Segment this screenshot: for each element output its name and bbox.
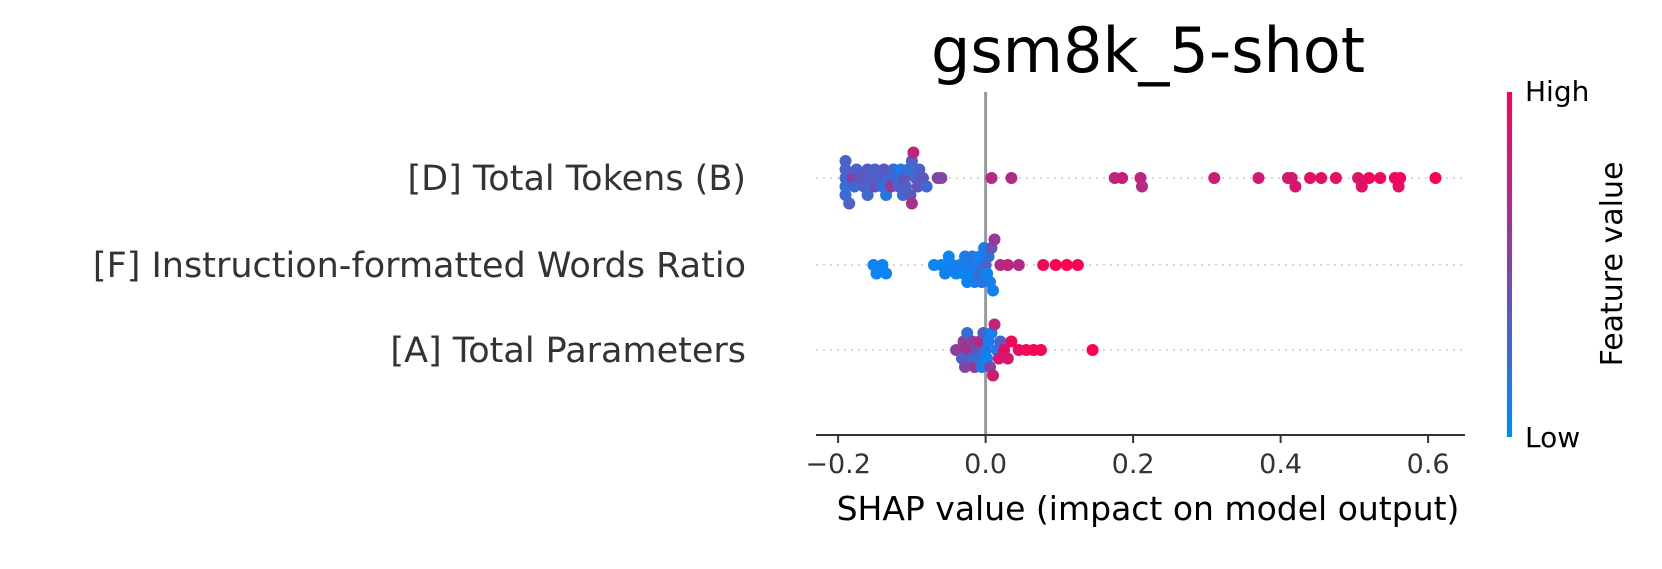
x-tick-label: 0.4	[1259, 449, 1302, 480]
data-point	[1329, 172, 1342, 184]
chart-title: gsm8k_5-shot	[931, 14, 1365, 87]
data-point	[839, 163, 852, 176]
data-point	[1429, 172, 1442, 184]
data-point	[959, 361, 971, 373]
data-point	[988, 318, 1001, 331]
data-point	[848, 180, 861, 193]
data-point	[870, 267, 883, 280]
colorbar: High Low Feature value	[1507, 75, 1630, 454]
data-point	[1208, 172, 1221, 184]
data-point	[1304, 172, 1317, 184]
data-point	[1001, 259, 1014, 271]
data-point	[1001, 352, 1014, 365]
x-tick-label: 0.0	[964, 449, 1007, 480]
data-point	[939, 267, 952, 280]
data-point	[1289, 180, 1302, 193]
data-point	[1071, 259, 1084, 271]
data-point	[1252, 172, 1265, 184]
data-point	[1037, 259, 1050, 271]
colorbar-gradient	[1507, 92, 1512, 437]
data-point	[1116, 172, 1129, 184]
data-point	[1136, 180, 1148, 193]
data-point	[839, 155, 852, 167]
data-point	[1034, 344, 1047, 356]
data-point	[877, 163, 890, 176]
data-point	[1363, 172, 1376, 184]
data-point	[988, 233, 1001, 246]
data-point	[985, 172, 998, 184]
data-point	[880, 267, 893, 280]
data-point	[907, 146, 920, 159]
feature-label: [A] Total Parameters	[390, 331, 746, 371]
data-point	[1086, 344, 1099, 356]
data-point	[1012, 259, 1025, 271]
feature-rows: [D] Total Tokens (B) [F] Instruction-form…	[93, 159, 1465, 371]
data-point	[843, 197, 856, 210]
data-point	[1394, 172, 1407, 184]
colorbar-title: Feature value	[1595, 162, 1630, 367]
data-point	[1005, 172, 1018, 184]
data-point	[1355, 180, 1368, 193]
x-axis-label: SHAP value (impact on model output)	[837, 489, 1460, 528]
feature-label: [D] Total Tokens (B)	[407, 159, 746, 199]
data-points	[839, 146, 1442, 382]
x-tick-label: 0.2	[1112, 449, 1155, 480]
data-point	[839, 180, 852, 193]
data-point	[1060, 259, 1073, 271]
data-point	[920, 180, 933, 193]
x-tick-label: −0.2	[805, 449, 871, 480]
data-point	[905, 197, 918, 210]
data-point	[987, 369, 999, 382]
data-point	[1315, 172, 1328, 184]
feature-label: [F] Instruction-formatted Words Ratio	[93, 246, 746, 286]
data-point	[1005, 335, 1018, 348]
data-point	[935, 172, 948, 184]
colorbar-high-label: High	[1525, 75, 1589, 108]
data-point	[861, 189, 874, 201]
data-point	[1049, 259, 1062, 271]
x-axis-ticks: −0.2 0.0 0.2 0.4 0.6	[805, 435, 1450, 480]
data-point	[987, 284, 999, 297]
x-tick-label: 0.6	[1407, 449, 1450, 480]
colorbar-low-label: Low	[1525, 421, 1580, 454]
data-point	[1374, 172, 1387, 184]
